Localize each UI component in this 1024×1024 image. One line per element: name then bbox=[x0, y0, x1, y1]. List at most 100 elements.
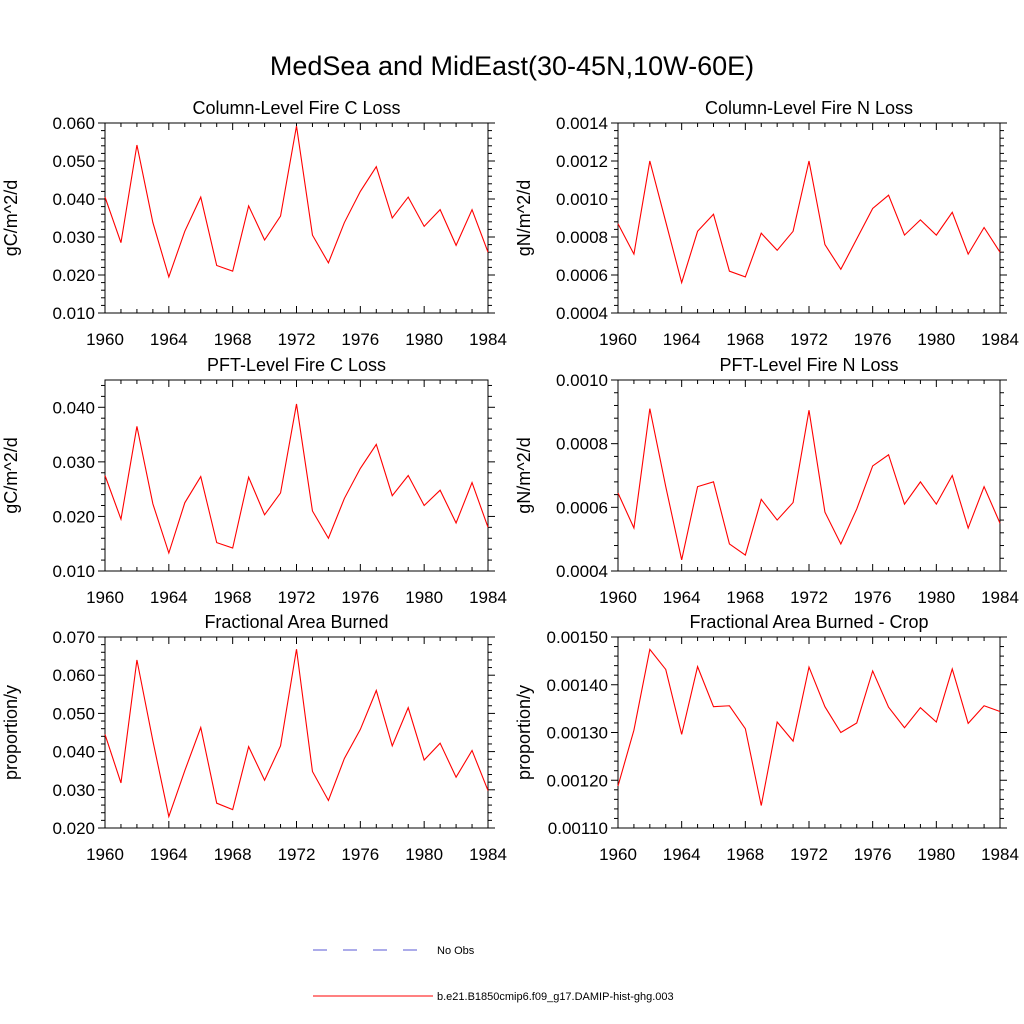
y-tick-label: 0.010 bbox=[52, 562, 95, 581]
x-tick-label: 1964 bbox=[150, 330, 188, 349]
y-tick-label: 0.060 bbox=[52, 666, 95, 685]
panel-5: 1960 1964 1968 1972 1976 1980 1984 0.020 0.030 0.… bbox=[1, 612, 507, 864]
legend-obs-label: No Obs bbox=[437, 945, 475, 957]
panel-title: Column-Level Fire C Loss bbox=[192, 98, 400, 118]
panel-title: PFT-Level Fire N Loss bbox=[719, 355, 898, 375]
panel-2: 1960 1964 1968 1972 1976 1980 1984 0.0004 0.0006… bbox=[514, 98, 1019, 349]
x-tick-label: 1972 bbox=[790, 588, 828, 607]
y-tick-label: 0.020 bbox=[52, 266, 95, 285]
y-axis-label: gC/m^2/d bbox=[1, 180, 21, 256]
y-axis-label: proportion/y bbox=[1, 685, 21, 780]
y-axis-label: gN/m^2/d bbox=[514, 437, 534, 513]
panel-title: Fractional Area Burned bbox=[204, 612, 388, 632]
y-tick-label: 0.0010 bbox=[556, 190, 608, 209]
series-line bbox=[104, 649, 489, 819]
x-tick-label: 1980 bbox=[917, 330, 955, 349]
x-tick-label: 1968 bbox=[726, 588, 764, 607]
y-tick-label: 0.00150 bbox=[547, 628, 608, 647]
panel-title: PFT-Level Fire C Loss bbox=[207, 355, 386, 375]
panel-6: 1960 1964 1968 1972 1976 1980 1984 0.00110 0.001… bbox=[514, 612, 1019, 864]
x-tick-label: 1984 bbox=[981, 330, 1019, 349]
x-tick-label: 1984 bbox=[981, 588, 1019, 607]
series-line bbox=[104, 125, 489, 279]
y-tick-label: 0.040 bbox=[52, 190, 95, 209]
x-tick-label: 1968 bbox=[214, 845, 252, 864]
x-tick-label: 1984 bbox=[469, 588, 507, 607]
series-line bbox=[617, 648, 1001, 806]
x-tick-label: 1972 bbox=[278, 845, 316, 864]
y-tick-label: 0.0008 bbox=[556, 228, 608, 247]
x-tick-label: 1984 bbox=[981, 845, 1019, 864]
y-tick-label: 0.030 bbox=[52, 228, 95, 247]
panel-1: 1960 1964 1968 1972 1976 1980 1984 0.010 0.020 0.… bbox=[1, 98, 507, 349]
figure-title: MedSea and MidEast(30-45N,10W-60E) bbox=[270, 51, 754, 81]
x-tick-label: 1968 bbox=[214, 588, 252, 607]
y-tick-label: 0.060 bbox=[52, 114, 95, 133]
y-tick-label: 0.0010 bbox=[556, 371, 608, 390]
x-tick-label: 1976 bbox=[341, 845, 379, 864]
y-tick-label: 0.0004 bbox=[556, 304, 608, 323]
x-tick-label: 1964 bbox=[663, 330, 701, 349]
y-tick-label: 0.0012 bbox=[556, 152, 608, 171]
y-tick-label: 0.010 bbox=[52, 304, 95, 323]
x-tick-label: 1980 bbox=[405, 330, 443, 349]
panels: 1960 1964 1968 1972 1976 1980 1984 0.010 0.020 0.… bbox=[1, 98, 1019, 864]
x-tick-label: 1960 bbox=[86, 588, 124, 607]
x-tick-label: 1976 bbox=[854, 845, 892, 864]
x-tick-label: 1964 bbox=[150, 845, 188, 864]
x-tick-label: 1984 bbox=[469, 330, 507, 349]
y-tick-label: 0.070 bbox=[52, 628, 95, 647]
series-line bbox=[617, 408, 1001, 560]
y-axis-label: proportion/y bbox=[514, 685, 534, 780]
plot-frame bbox=[104, 122, 489, 314]
y-tick-label: 0.040 bbox=[52, 398, 95, 417]
x-tick-label: 1960 bbox=[86, 330, 124, 349]
y-tick-label: 0.020 bbox=[52, 507, 95, 526]
panel-title: Column-Level Fire N Loss bbox=[705, 98, 913, 118]
panel-3: 1960 1964 1968 1972 1976 1980 1984 0.010 0.020 0.… bbox=[1, 355, 507, 607]
y-tick-label: 0.00140 bbox=[547, 676, 608, 695]
y-tick-label: 0.050 bbox=[52, 152, 95, 171]
y-tick-label: 0.0014 bbox=[556, 114, 608, 133]
x-tick-label: 1972 bbox=[278, 588, 316, 607]
x-tick-label: 1960 bbox=[599, 330, 637, 349]
x-tick-label: 1960 bbox=[86, 845, 124, 864]
plot-frame bbox=[617, 122, 1001, 314]
x-tick-label: 1972 bbox=[278, 330, 316, 349]
legend: No Obs b.e21.B1850cmip6.f09_g17.DAMIP-hi… bbox=[313, 945, 674, 1003]
legend-model-label: b.e21.B1850cmip6.f09_g17.DAMIP-hist-ghg.… bbox=[437, 991, 674, 1003]
plot-frame bbox=[617, 379, 1001, 572]
y-tick-label: 0.040 bbox=[52, 743, 95, 762]
x-tick-label: 1972 bbox=[790, 845, 828, 864]
y-tick-label: 0.0006 bbox=[556, 266, 608, 285]
series-line bbox=[104, 403, 489, 555]
y-tick-label: 0.00130 bbox=[547, 724, 608, 743]
series-line bbox=[617, 160, 1001, 285]
x-tick-label: 1980 bbox=[917, 845, 955, 864]
x-tick-label: 1976 bbox=[854, 330, 892, 349]
plot-frame bbox=[104, 379, 489, 572]
y-axis-label: gC/m^2/d bbox=[1, 437, 21, 513]
panel-title: Fractional Area Burned - Crop bbox=[689, 612, 928, 632]
x-tick-label: 1980 bbox=[405, 845, 443, 864]
y-axis-label: gN/m^2/d bbox=[514, 180, 534, 256]
y-tick-label: 0.030 bbox=[52, 781, 95, 800]
x-tick-label: 1964 bbox=[150, 588, 188, 607]
x-tick-label: 1964 bbox=[663, 845, 701, 864]
y-tick-label: 0.050 bbox=[52, 704, 95, 723]
x-tick-label: 1984 bbox=[469, 845, 507, 864]
x-tick-label: 1980 bbox=[405, 588, 443, 607]
y-tick-label: 0.0004 bbox=[556, 562, 608, 581]
x-tick-label: 1964 bbox=[663, 588, 701, 607]
x-tick-label: 1972 bbox=[790, 330, 828, 349]
y-tick-label: 0.00120 bbox=[547, 771, 608, 790]
x-tick-label: 1976 bbox=[341, 588, 379, 607]
x-tick-label: 1960 bbox=[599, 588, 637, 607]
x-tick-label: 1968 bbox=[726, 845, 764, 864]
y-tick-label: 0.0006 bbox=[556, 498, 608, 517]
x-tick-label: 1976 bbox=[341, 330, 379, 349]
x-tick-label: 1968 bbox=[726, 330, 764, 349]
x-tick-label: 1960 bbox=[599, 845, 637, 864]
